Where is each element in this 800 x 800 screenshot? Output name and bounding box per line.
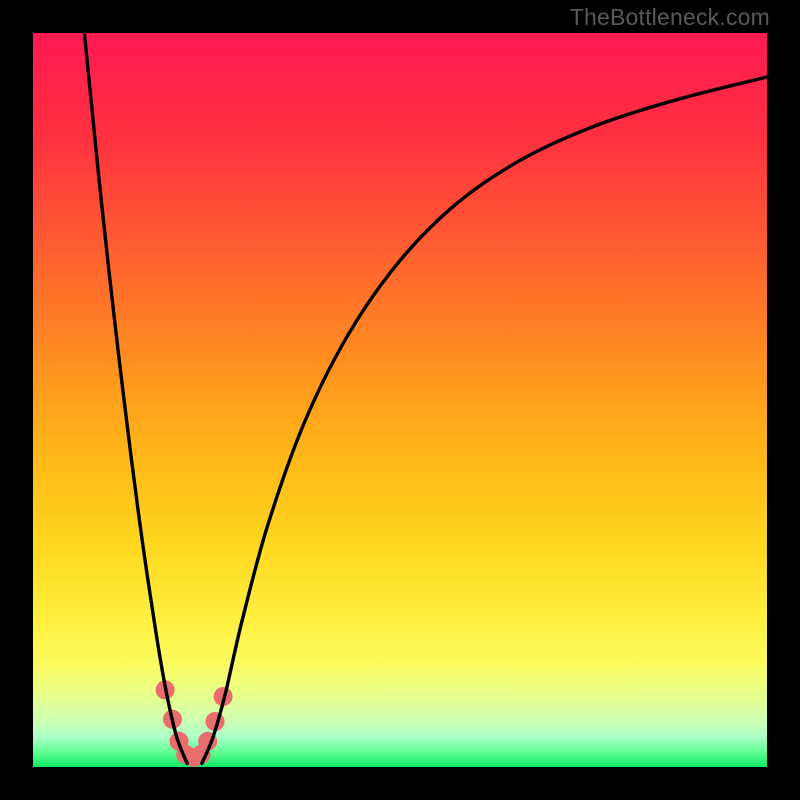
plot-area [33, 33, 767, 767]
watermark-text: TheBottleneck.com [570, 4, 770, 31]
gradient-background [33, 33, 767, 767]
